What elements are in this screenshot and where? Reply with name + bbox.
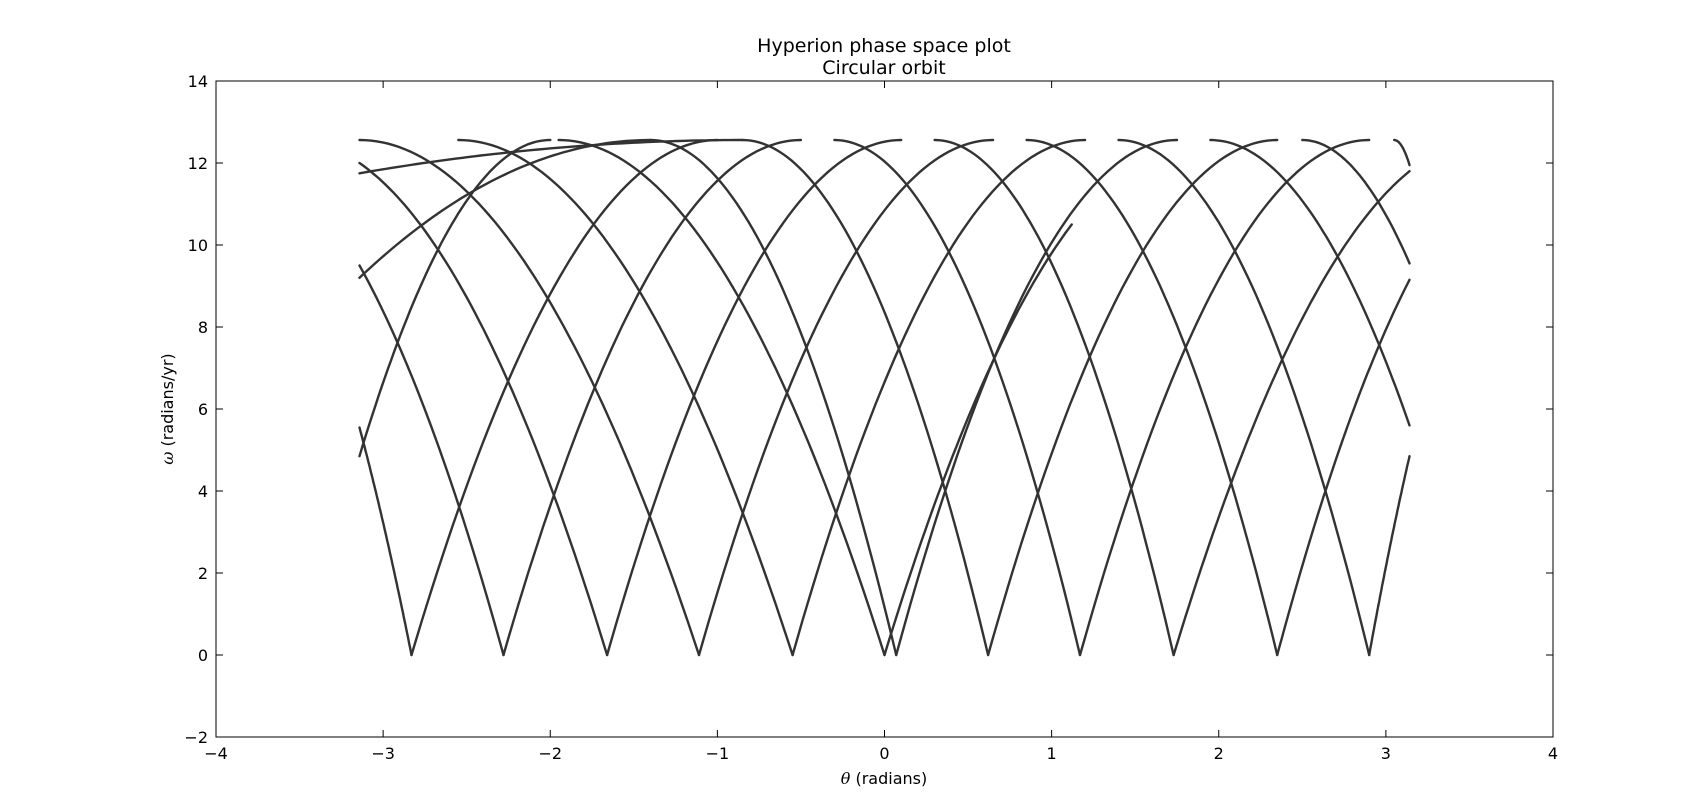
y-axis-label-text: (radians/yr) bbox=[158, 353, 177, 451]
y-tick-label: 8 bbox=[198, 318, 208, 337]
x-tick-label: −2 bbox=[538, 744, 562, 763]
y-ticks: −2 0 2 4 6 8 10 12 14 bbox=[184, 72, 1553, 747]
phase-trajectory-arc bbox=[502, 138, 803, 657]
y-tick-label: 4 bbox=[198, 482, 208, 501]
phase-trajectory-arc bbox=[883, 223, 1073, 657]
phase-trajectory-arc bbox=[895, 138, 1179, 657]
phase-trajectory-arc bbox=[697, 138, 995, 657]
x-axis-label-symbol: θ bbox=[841, 769, 851, 788]
x-tick-label: 3 bbox=[1381, 744, 1391, 763]
phase-trajectory-arc bbox=[605, 138, 903, 657]
y-tick-label: 2 bbox=[198, 564, 208, 583]
y-tick-label: 12 bbox=[188, 154, 208, 173]
phase-trajectory-arc bbox=[358, 161, 609, 657]
x-tick-label: 1 bbox=[1047, 744, 1057, 763]
phase-trajectory-arc bbox=[1172, 170, 1411, 657]
phase-trajectory-arc bbox=[557, 138, 886, 657]
phase-trajectory-arc bbox=[1393, 138, 1411, 167]
phase-trajectory-arc bbox=[933, 138, 1175, 657]
y-tick-label: −2 bbox=[184, 728, 208, 747]
x-tick-label: −4 bbox=[204, 744, 228, 763]
phase-trajectory-arc bbox=[1209, 138, 1411, 427]
y-tick-label: 0 bbox=[198, 646, 208, 665]
y-tick-label: 6 bbox=[198, 400, 208, 419]
phase-trajectory-arc bbox=[1025, 138, 1279, 657]
x-axis-label-text: (radians) bbox=[850, 769, 927, 788]
x-tick-label: −1 bbox=[706, 744, 730, 763]
chart-title: Hyperion phase space plot bbox=[757, 35, 1011, 57]
x-ticks: −4 −3 −2 −1 0 1 2 3 4 bbox=[204, 81, 1558, 763]
plot-lines bbox=[358, 138, 1411, 657]
x-tick-label: 0 bbox=[879, 744, 889, 763]
phase-trajectory-arc bbox=[649, 138, 898, 657]
phase-trajectory-arc bbox=[1078, 138, 1371, 657]
phase-trajectory-arc bbox=[986, 138, 1279, 657]
chart-subtitle: Circular orbit bbox=[822, 57, 945, 79]
phase-trajectory-arc bbox=[741, 138, 990, 657]
phase-trajectory-arc bbox=[1276, 278, 1411, 657]
y-axis-label: ω (radians/yr) bbox=[158, 353, 177, 464]
phase-trajectory-arc bbox=[358, 264, 505, 657]
x-tick-label: −3 bbox=[371, 744, 395, 763]
phase-trajectory-arc bbox=[1301, 138, 1411, 265]
phase-trajectory-arc bbox=[791, 138, 1087, 657]
phase-trajectory-arc bbox=[358, 426, 413, 657]
phase-trajectory-arc bbox=[1368, 455, 1411, 657]
y-axis-label-symbol: ω bbox=[158, 452, 177, 465]
x-axis-label: θ (radians) bbox=[841, 769, 927, 788]
phase-trajectory-arc bbox=[358, 138, 744, 175]
phase-trajectory-arc bbox=[457, 138, 794, 657]
phase-trajectory-arc bbox=[358, 138, 552, 458]
phase-trajectory-arc bbox=[358, 138, 701, 657]
x-tick-label: 2 bbox=[1214, 744, 1224, 763]
phase-trajectory-arc bbox=[410, 138, 719, 657]
y-tick-label: 14 bbox=[188, 72, 208, 91]
phase-trajectory-arc bbox=[833, 138, 1082, 657]
x-tick-label: 4 bbox=[1548, 744, 1558, 763]
phase-trajectory-arc bbox=[1117, 138, 1371, 657]
y-tick-label: 10 bbox=[188, 236, 208, 255]
